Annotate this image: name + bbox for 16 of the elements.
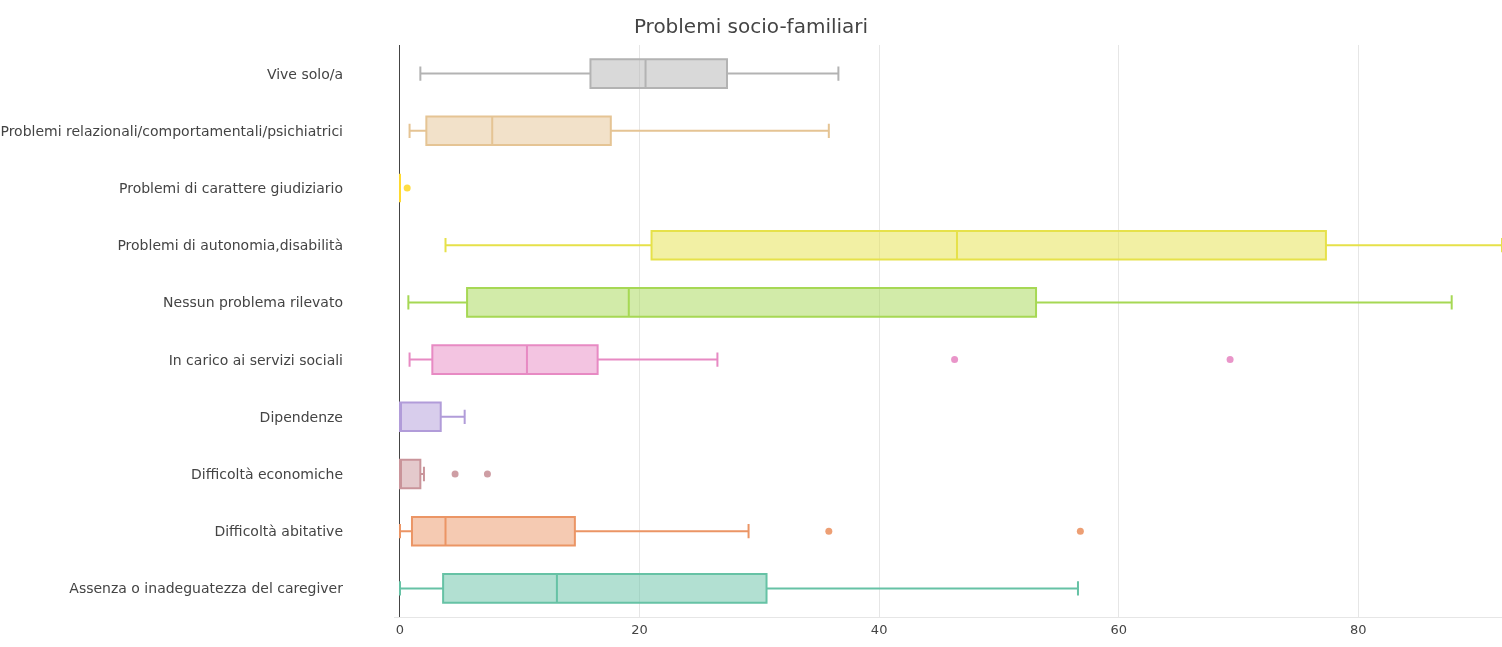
chart-title: Problemi socio-familiari — [633, 14, 869, 39]
x-tick-label: 20 — [631, 621, 648, 637]
x-tick-label: 40 — [870, 621, 888, 637]
y-tick-label: Dipendenze — [259, 408, 343, 425]
y-tick-label: Nessun problema rilevato — [163, 294, 343, 311]
y-tick-label: Difficoltà economiche — [191, 465, 343, 482]
y-tick-label: In carico ai servizi sociali — [168, 351, 343, 368]
y-tick-label: Problemi di carattere giudiziario — [119, 179, 343, 196]
x-tick-label: 80 — [1349, 621, 1367, 637]
y-tick-label: Vive solo/a — [266, 65, 343, 82]
y-tick-label: Problemi di autonomia,disabilità — [117, 237, 343, 254]
y-tick-label: Difficoltà abitative — [214, 523, 343, 540]
y-tick-label: Assenza o inadeguatezza del caregiver — [69, 580, 344, 597]
x-tick-label: 0 — [395, 621, 405, 637]
x-tick-label: 60 — [1110, 621, 1127, 637]
y-tick-label: Problemi relazionali/comportamentali/psichiatrici — [0, 122, 343, 139]
